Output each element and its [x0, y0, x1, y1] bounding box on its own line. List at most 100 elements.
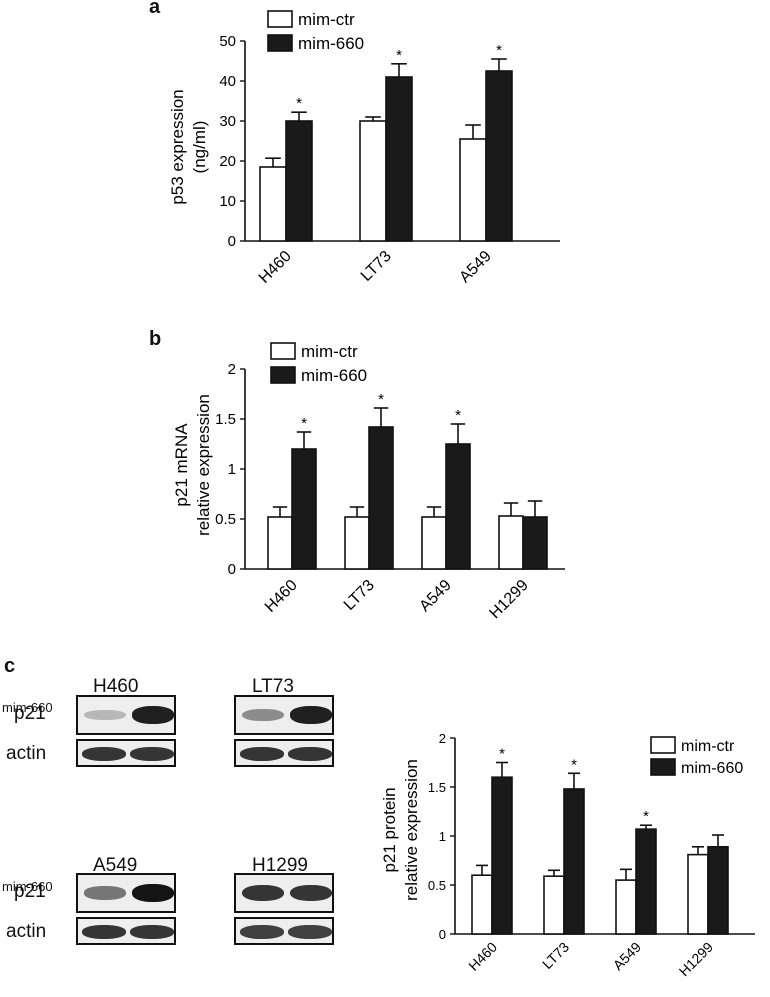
bar-c-mim-660-A549 — [635, 828, 657, 935]
legend-label-a: mim-ctr — [298, 10, 355, 29]
x-tick-label-c: LT73 — [539, 939, 572, 972]
y-axis-label-a: p53 expression (ng/ml) — [168, 89, 209, 204]
blot-band — [84, 709, 126, 721]
blot-band — [290, 706, 332, 724]
blot-cell-line-label: H1299 — [252, 855, 308, 876]
legend-swatch-b — [270, 366, 296, 384]
panel-letter-c: c — [4, 655, 16, 677]
significance-star-a: * — [496, 42, 502, 59]
blot-actin-box — [234, 917, 334, 945]
blot-band — [240, 747, 284, 761]
bar-a-mim-ctr-LT73 — [359, 120, 387, 242]
legend-swatch-c — [650, 736, 676, 754]
legend-label-c: mim-ctr — [681, 738, 735, 755]
blot-band — [288, 747, 332, 761]
blot-actin-box — [76, 739, 176, 767]
x-tick-label-c: H1299 — [676, 939, 717, 980]
y-tick-label-c: 0 — [439, 927, 446, 942]
bar-b-mim-ctr-H460 — [267, 516, 293, 570]
y-tick-label-c: 0.5 — [428, 878, 446, 893]
y-tick-label-a: 40 — [219, 73, 236, 90]
blot-p21-box — [234, 695, 334, 735]
significance-star-a: * — [396, 47, 402, 64]
blot-band — [242, 884, 284, 902]
y-tick-label-c: 2 — [439, 731, 446, 746]
significance-star-b: * — [301, 415, 307, 432]
blot-band — [84, 886, 126, 900]
y-tick-label-c: 1 — [439, 829, 446, 844]
blot-band — [82, 747, 126, 761]
y-axis-label-line: p53 expression — [168, 89, 187, 204]
legend-swatch-a — [267, 34, 293, 52]
legend-label-b: mim-ctr — [301, 342, 358, 361]
y-axis-label-line: relative expression — [402, 759, 421, 901]
significance-star-c: * — [643, 808, 649, 825]
blot-band — [132, 884, 174, 902]
bar-c-mim-660-H1299 — [707, 845, 729, 935]
significance-star-b: * — [378, 391, 384, 408]
blot-band — [130, 747, 174, 761]
blot-band — [130, 925, 174, 939]
blot-treatment-label: mim-660 — [2, 879, 53, 894]
y-tick-label-a: 50 — [219, 33, 236, 50]
blot-band — [240, 925, 284, 939]
bar-c-mim-660-LT73 — [563, 788, 585, 935]
bar-c-mim-660-H460 — [491, 776, 513, 935]
blot-band — [132, 706, 174, 724]
blot-band — [288, 925, 332, 939]
blot-band — [290, 884, 332, 902]
y-tick-label-b: 0.5 — [215, 511, 236, 528]
y-axis-label-line: (ng/ml) — [190, 121, 209, 174]
significance-star-c: * — [499, 746, 505, 763]
y-tick-label-b: 1.5 — [215, 411, 236, 428]
bar-b-mim-660-H460 — [291, 448, 317, 570]
blot-actin-row-label: actin — [6, 743, 47, 764]
legend-swatch-b — [270, 342, 296, 360]
blot-p21-row-label: p21 — [14, 703, 46, 724]
blot-p21-box — [234, 873, 334, 913]
legend-swatch-a — [267, 10, 293, 28]
blot-cell-line-label: LT73 — [252, 676, 294, 697]
blot-cell-line-label: H460 — [93, 676, 139, 697]
blot-p21-row-label: p21 — [14, 881, 46, 902]
y-tick-label-b: 1 — [228, 461, 236, 478]
legend-swatch-c — [650, 758, 676, 776]
y-tick-label-a: 20 — [219, 153, 236, 170]
legend-label-c: mim-660 — [681, 760, 743, 777]
bar-b-mim-660-LT73 — [368, 426, 394, 570]
panel-letter-a: a — [149, 0, 161, 18]
blot-actin-row-label: actin — [6, 921, 47, 942]
significance-star-b: * — [455, 407, 461, 424]
y-axis-label-line: p21 mRNA — [172, 423, 191, 507]
bar-a-mim-660-LT73 — [385, 76, 413, 242]
y-axis-label-c: p21 protein relative expression — [380, 759, 421, 901]
blot-treatment-label: mim-660 — [2, 700, 53, 715]
blot-actin-box — [234, 739, 334, 767]
blot-p21-box — [76, 695, 176, 735]
x-tick-label-c: H460 — [465, 939, 500, 974]
y-tick-label-c: 1.5 — [428, 780, 446, 795]
blot-actin-box — [76, 917, 176, 945]
blot-band — [242, 708, 284, 722]
bar-c-mim-ctr-H460 — [471, 874, 493, 935]
y-tick-label-b: 2 — [228, 361, 236, 378]
bar-a-mim-660-A549 — [485, 70, 513, 242]
bar-b-mim-660-A549 — [445, 443, 471, 570]
y-tick-label-a: 30 — [219, 113, 236, 130]
bar-b-mim-ctr-A549 — [421, 516, 447, 570]
blot-p21-box — [76, 873, 176, 913]
y-axis-label-b: p21 mRNA relative expression — [172, 394, 213, 536]
y-axis-label-line: relative expression — [194, 394, 213, 536]
bar-a-mim-ctr-A549 — [459, 138, 487, 242]
y-tick-label-a: 0 — [228, 233, 236, 250]
bar-c-mim-ctr-LT73 — [543, 875, 565, 935]
bar-b-mim-660-H1299 — [522, 516, 548, 570]
significance-star-a: * — [296, 95, 302, 112]
bar-c-mim-ctr-A549 — [615, 879, 637, 935]
x-tick-label-c: A549 — [610, 939, 645, 974]
blot-band — [82, 925, 126, 939]
bar-a-mim-ctr-H460 — [259, 166, 287, 242]
